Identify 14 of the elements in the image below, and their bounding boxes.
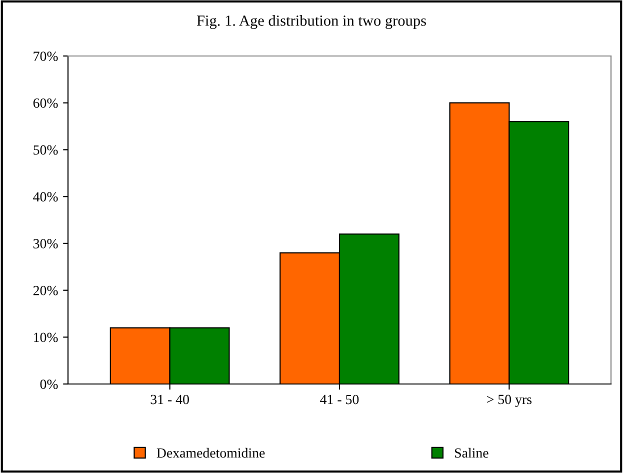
y-tick-label: 70% <box>34 52 58 61</box>
legend-label: Saline <box>455 448 488 458</box>
y-tick-label: 20% <box>33 286 58 296</box>
y-tick-label: 40% <box>33 192 58 202</box>
y-tick-label: 0% <box>40 380 58 389</box>
x-tick-label: > 50 yrs <box>487 394 532 408</box>
y-tick-label: 10% <box>34 332 58 342</box>
x-tick-label: 41 - 50 <box>320 394 359 404</box>
x-tick-label: 31 - 40 <box>150 394 189 404</box>
y-tick-label: 50% <box>34 145 58 155</box>
chart-title: Fig. 1. Age distribution in two groups <box>196 15 426 29</box>
y-tick-label: 30% <box>33 239 58 248</box>
y-tick-label: 60% <box>33 98 58 108</box>
legend-label: Dexamedetomidine <box>156 448 265 458</box>
